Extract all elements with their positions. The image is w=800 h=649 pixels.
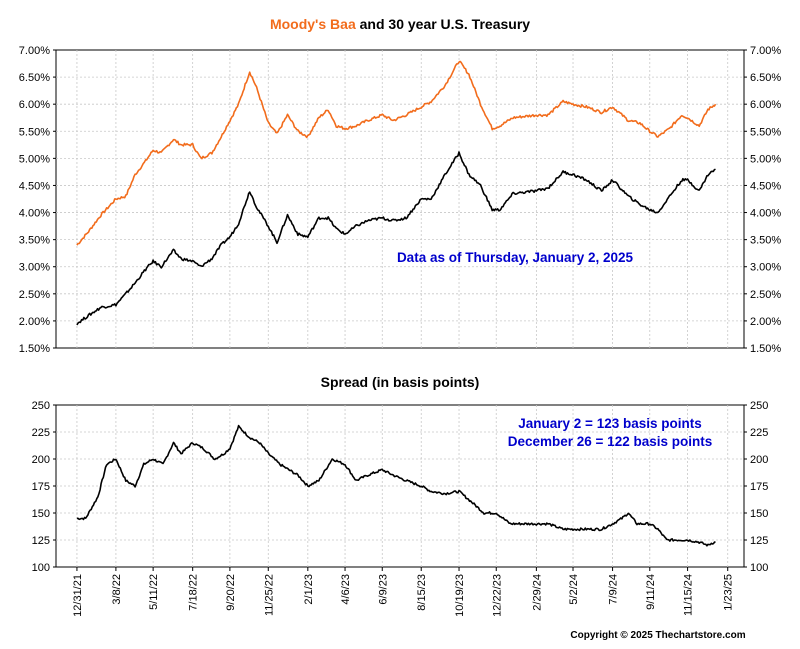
y-tick-label-right: 150 [750, 508, 768, 520]
series-line-moody-s-baa [76, 60, 717, 246]
top-title-treasury: and 30 year U.S. Treasury [356, 16, 531, 32]
copyright-text: Copyright © 2025 Thechartstore.com [570, 630, 745, 641]
y-tick-label-left: 2.00% [19, 316, 50, 328]
x-tick-label: 6/9/23 [377, 574, 389, 605]
y-tick-label-left: 4.50% [19, 180, 50, 192]
x-tick-label: 9/20/22 [225, 574, 237, 611]
x-tick-label: 11/15/24 [683, 574, 695, 616]
x-tick-label: 10/19/23 [454, 574, 466, 617]
top-chart: 1.50% 2.00% 2.50% 3.00% 3.50% 4.00% 4.50% 5.00%… [19, 45, 782, 355]
x-tick-label: 7/9/24 [608, 574, 620, 605]
y-tick-label-right: 175 [750, 481, 768, 493]
y-tick-label-right: 225 [750, 427, 768, 439]
x-tick-label: 5/2/24 [568, 574, 580, 605]
y-tick-label-left: 5.00% [19, 153, 50, 165]
x-tick-label: 12/31/21 [72, 574, 84, 617]
x-tick-label: 5/11/22 [148, 574, 160, 610]
x-tick-label: 3/8/22 [111, 574, 123, 605]
x-tick-label: 1/23/25 [723, 574, 735, 611]
spread-chart-title: Spread (in basis points) [321, 374, 480, 390]
x-tick-label: 12/22/23 [491, 574, 503, 617]
y-tick-label-right: 5.00% [750, 153, 781, 165]
y-tick-label-left: 6.00% [19, 99, 50, 111]
y-tick-label-left: 200 [32, 454, 50, 466]
y-tick-label-right: 100 [750, 562, 768, 574]
y-tick-label-right: 1.50% [750, 343, 781, 355]
y-tick-label-right: 3.50% [750, 235, 781, 247]
y-tick-label-left: 225 [32, 427, 50, 439]
x-tick-label: 2/1/23 [303, 574, 315, 605]
y-tick-label-left: 3.50% [19, 235, 50, 247]
top-yaxis-left: 1.50% 2.00% 2.50% 3.00% 3.50% 4.00% 4.50% 5.00%… [19, 45, 56, 355]
y-tick-label-right: 2.00% [750, 316, 781, 328]
y-tick-label-right: 5.50% [750, 126, 781, 138]
bottom-chart: 100 125 150 175 200 225 250 100 125 150 175 200 225… [32, 400, 769, 617]
x-tick-label: 8/15/23 [416, 574, 428, 611]
x-tick-label: 9/11/24 [645, 574, 657, 610]
y-tick-label-left: 3.00% [19, 262, 50, 274]
y-tick-label-right: 2.50% [750, 289, 781, 301]
x-tick-label: 4/6/23 [340, 574, 352, 605]
top-series-group [76, 60, 717, 326]
y-tick-label-left: 250 [32, 400, 50, 412]
y-tick-label-right: 7.00% [750, 45, 781, 57]
x-tick-label: 2/29/24 [531, 574, 543, 611]
data-as-of-label: Data as of Thursday, January 2, 2025 [397, 250, 634, 265]
x-tick-label: 7/18/22 [188, 574, 200, 611]
series-line-spread [76, 424, 716, 547]
spread-note-jan: January 2 = 123 basis points [518, 416, 701, 431]
bottom-xaxis: 12/31/21 3/8/22 5/11/22 7/18/22 9/20/22 11/25… [72, 567, 735, 617]
top-yaxis-right: 1.50% 2.00% 2.50% 3.00% 3.50% 4.00% 4.50% 5.00%… [744, 45, 781, 355]
top-plot-area [55, 49, 745, 349]
y-tick-label-left: 6.50% [19, 72, 50, 84]
y-tick-label-left: 7.00% [19, 45, 50, 57]
series-line-30-year-u-s-treasury [76, 151, 716, 326]
y-tick-label-right: 4.00% [750, 208, 781, 220]
y-tick-label-right: 200 [750, 454, 768, 466]
spread-note-dec: December 26 = 122 basis points [508, 434, 712, 449]
y-tick-label-left: 100 [32, 562, 50, 574]
bottom-yaxis-right: 100 125 150 175 200 225 250 [744, 400, 768, 574]
y-tick-label-left: 5.50% [19, 126, 50, 138]
y-tick-label-right: 6.50% [750, 72, 781, 84]
y-tick-label-left: 1.50% [19, 343, 50, 355]
y-tick-label-left: 175 [32, 481, 50, 493]
y-tick-label-left: 150 [32, 508, 50, 520]
x-tick-label: 11/25/22 [263, 574, 275, 616]
top-title-baa: Moody's Baa [270, 16, 356, 32]
y-tick-label-right: 6.00% [750, 99, 781, 111]
y-tick-label-right: 4.50% [750, 180, 781, 192]
y-tick-label-left: 4.00% [19, 208, 50, 220]
y-tick-label-left: 2.50% [19, 289, 50, 301]
y-tick-label-right: 3.00% [750, 262, 781, 274]
bottom-series-group [76, 424, 716, 547]
y-tick-label-right: 250 [750, 400, 768, 412]
bottom-yaxis-left: 100 125 150 175 200 225 250 [32, 400, 56, 574]
y-tick-label-left: 125 [32, 535, 50, 547]
y-tick-label-right: 125 [750, 535, 768, 547]
top-chart-title: Moody's Baa and 30 year U.S. Treasury [270, 16, 530, 32]
